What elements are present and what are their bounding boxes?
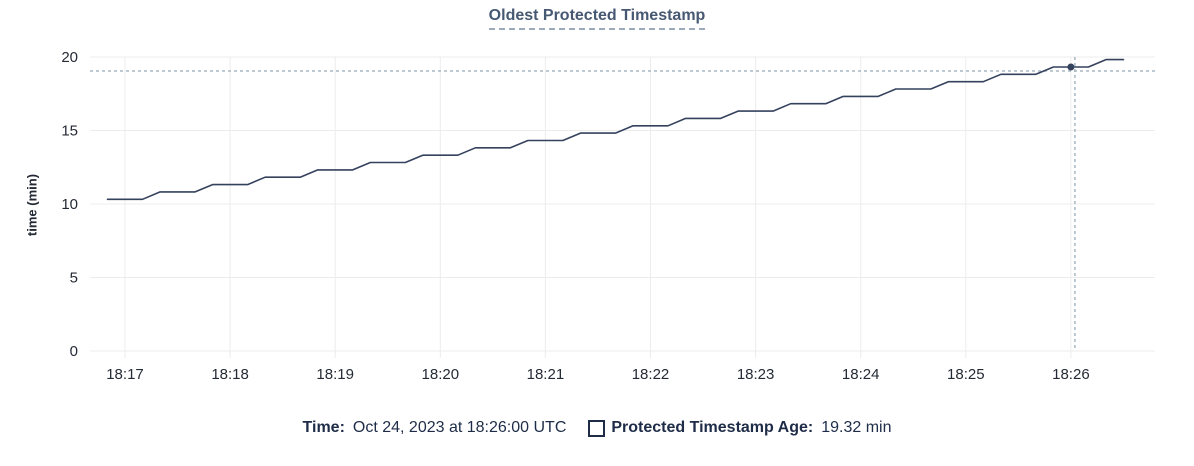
x-tick-label: 18:24: [842, 366, 880, 383]
y-tick-label: 15: [61, 123, 78, 140]
x-tick-label: 18:18: [211, 366, 249, 383]
chart-title[interactable]: Oldest Protected Timestamp: [488, 7, 706, 30]
y-tick-label: 20: [61, 49, 78, 66]
x-tick-label: 18:26: [1052, 366, 1090, 383]
x-tick-label: 18:17: [106, 366, 144, 383]
x-tick-label: 18:20: [422, 366, 460, 383]
chart-canvas[interactable]: 0 5 10 15 20 18:17 18:18 18:19 18:20 18:21 18:22 18…: [0, 0, 1194, 410]
x-tick-label: 18:25: [947, 366, 985, 383]
legend-item-protected-timestamp-age[interactable]: Protected Timestamp Age: 19.32 min: [588, 419, 891, 437]
x-tick-label: 18:19: [316, 366, 354, 383]
series-label: Protected Timestamp Age:: [611, 419, 814, 436]
x-tick-label: 18:23: [737, 366, 775, 383]
y-tick-label: 5: [70, 270, 78, 287]
series-value: 19.32 min: [821, 419, 892, 436]
series-line: [106, 58, 1125, 201]
chart-footer: Time: Oct 24, 2023 at 18:26:00 UTC Prote…: [0, 419, 1194, 437]
y-tick-label: 10: [61, 196, 78, 213]
hover-point: [1067, 63, 1075, 71]
x-tick-label: 18:22: [632, 366, 670, 383]
legend-swatch[interactable]: [588, 419, 606, 437]
x-tick-label: 18:21: [527, 366, 565, 383]
y-tick-label: 0: [70, 343, 78, 360]
time-label: Time:: [302, 419, 345, 436]
chart-header: Oldest Protected Timestamp: [0, 7, 1194, 30]
time-value: Oct 24, 2023 at 18:26:00 UTC: [352, 419, 567, 436]
